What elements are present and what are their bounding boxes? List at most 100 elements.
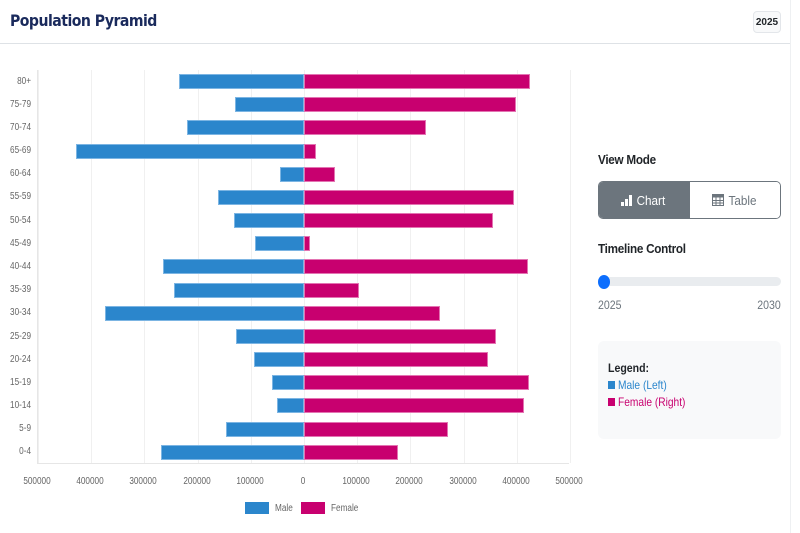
x-axis-tick: 400000 bbox=[502, 476, 530, 487]
view-mode-toggle: Chart Table bbox=[598, 181, 781, 219]
legend-male-label[interactable]: Male bbox=[275, 502, 293, 514]
x-axis-tick: 500000 bbox=[23, 476, 51, 487]
y-axis-label: 50-54 bbox=[10, 214, 31, 226]
slider-thumb[interactable] bbox=[598, 275, 610, 289]
female-bar[interactable] bbox=[304, 97, 516, 113]
gridline bbox=[38, 70, 39, 463]
male-bar[interactable] bbox=[186, 120, 304, 136]
male-bar[interactable] bbox=[174, 282, 304, 298]
female-swatch[interactable] bbox=[300, 502, 325, 514]
female-bar[interactable] bbox=[304, 120, 426, 136]
pyramid-row bbox=[38, 186, 570, 209]
population-pyramid-chart: 80+ 75-79 70-74 65-69 60-64 55-59 50-54 45-49 40… bbox=[0, 44, 590, 533]
female-bar[interactable] bbox=[304, 213, 493, 229]
x-axis-tick: 300000 bbox=[129, 476, 158, 487]
male-bar[interactable] bbox=[178, 74, 304, 89]
pyramid-row bbox=[38, 140, 570, 163]
male-bar[interactable] bbox=[233, 213, 304, 229]
male-bar[interactable] bbox=[160, 444, 304, 460]
side-panel: View Mode Chart Table Timeline Control 2… bbox=[598, 44, 781, 533]
female-bar[interactable] bbox=[304, 236, 310, 252]
x-axis-tick: 100000 bbox=[236, 476, 264, 487]
x-axis-tick: 200000 bbox=[395, 476, 424, 487]
pyramid-row bbox=[38, 163, 570, 186]
x-axis-tick: 100000 bbox=[342, 476, 370, 487]
male-bar[interactable] bbox=[276, 398, 304, 414]
female-bar[interactable] bbox=[304, 375, 530, 391]
female-bar[interactable] bbox=[304, 352, 489, 368]
slider-min-label: 2025 bbox=[598, 298, 622, 312]
table-view-button[interactable]: Table bbox=[689, 182, 780, 218]
y-axis-label: 20-24 bbox=[10, 353, 31, 365]
timeline-slider[interactable] bbox=[598, 275, 781, 289]
view-mode-title: View Mode bbox=[598, 152, 656, 167]
female-bar[interactable] bbox=[304, 305, 441, 321]
female-bar[interactable] bbox=[304, 398, 525, 414]
female-square-icon bbox=[608, 398, 615, 406]
male-bar[interactable] bbox=[280, 166, 304, 182]
female-bar[interactable] bbox=[304, 444, 399, 460]
male-bar[interactable] bbox=[234, 97, 304, 113]
slider-max-label: 2030 bbox=[757, 298, 781, 312]
pyramid-row bbox=[38, 70, 570, 93]
male-bar[interactable] bbox=[253, 352, 304, 368]
pyramid-row bbox=[38, 441, 570, 464]
female-bar[interactable] bbox=[304, 143, 317, 159]
page-title: Population Pyramid bbox=[10, 11, 157, 30]
male-bar[interactable] bbox=[217, 189, 304, 205]
legend-item-label: Male (Left) bbox=[618, 378, 667, 392]
pyramid-row bbox=[38, 302, 570, 325]
pyramid-row bbox=[38, 116, 570, 139]
y-axis-label: 40-44 bbox=[10, 261, 31, 272]
male-bar[interactable] bbox=[235, 328, 304, 344]
legend-female-label[interactable]: Female bbox=[330, 502, 359, 514]
pyramid-row bbox=[38, 279, 570, 302]
pyramid-row bbox=[38, 255, 570, 278]
male-bar[interactable] bbox=[225, 421, 304, 437]
x-axis-tick: 0 bbox=[300, 476, 306, 487]
gridline bbox=[144, 70, 146, 463]
male-bar[interactable] bbox=[272, 375, 304, 391]
plot-area bbox=[37, 70, 571, 464]
female-bar[interactable] bbox=[304, 282, 359, 298]
y-axis-label: 25-29 bbox=[10, 330, 31, 342]
x-axis-tick: 400000 bbox=[76, 476, 104, 487]
y-axis-label: 35-39 bbox=[10, 284, 31, 296]
male-bar[interactable] bbox=[163, 259, 304, 275]
bar-chart-icon bbox=[621, 194, 633, 206]
female-bar[interactable] bbox=[304, 421, 449, 437]
gridline bbox=[91, 70, 93, 463]
male-bar[interactable] bbox=[105, 305, 304, 321]
pyramid-row bbox=[38, 325, 570, 348]
chart-legend: Male Female bbox=[245, 502, 362, 514]
legend-title: Legend: bbox=[608, 361, 650, 375]
table-button-label: Table bbox=[728, 192, 757, 208]
pyramid-row bbox=[38, 348, 570, 371]
male-bar[interactable] bbox=[75, 143, 304, 159]
timeline-title: Timeline Control bbox=[598, 241, 686, 256]
pyramid-row bbox=[38, 209, 570, 232]
female-bar[interactable] bbox=[304, 166, 335, 182]
y-axis-label: 10-14 bbox=[10, 400, 31, 412]
y-axis-label: 15-19 bbox=[10, 376, 31, 388]
y-axis-label: 60-64 bbox=[10, 168, 31, 180]
chart-view-button[interactable]: Chart bbox=[599, 182, 690, 218]
y-axis-label: 80+ bbox=[17, 75, 31, 87]
x-axis-tick: 200000 bbox=[182, 476, 211, 487]
year-badge: 2025 bbox=[753, 11, 781, 33]
y-axis-label: 65-69 bbox=[10, 145, 31, 157]
female-bar[interactable] bbox=[304, 328, 497, 344]
pyramid-row bbox=[38, 371, 570, 394]
pyramid-row bbox=[38, 418, 570, 441]
female-bar[interactable] bbox=[304, 189, 515, 205]
male-bar[interactable] bbox=[255, 236, 304, 252]
page-header: Population Pyramid 2025 bbox=[0, 0, 790, 44]
right-border bbox=[790, 0, 791, 533]
female-bar[interactable] bbox=[304, 74, 531, 89]
table-icon bbox=[711, 194, 724, 206]
x-axis-tick: 500000 bbox=[555, 476, 583, 487]
y-axis-label: 75-79 bbox=[10, 98, 31, 110]
legend-item-female: Female (Right) bbox=[608, 395, 771, 409]
male-swatch[interactable] bbox=[245, 502, 269, 514]
female-bar[interactable] bbox=[304, 259, 528, 275]
